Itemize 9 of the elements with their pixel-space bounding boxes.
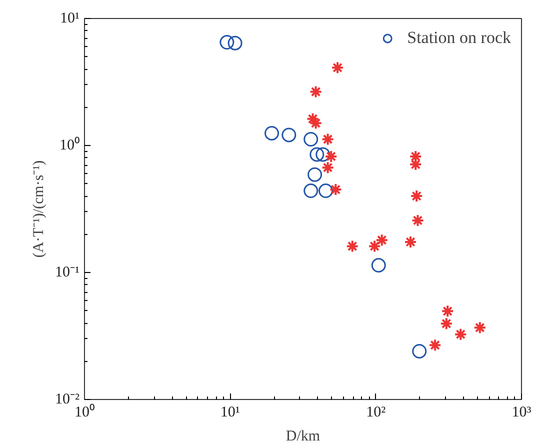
- y-axis-title: (A·T⁻¹)/(cm·s⁻¹): [31, 160, 48, 258]
- x-tick-label: 10¹: [220, 404, 240, 420]
- x-tick-label: 10³: [512, 404, 532, 420]
- y-tick-label: 10⁻¹: [55, 264, 80, 280]
- x-tick-label: 10²: [366, 404, 386, 420]
- legend-label: Station on rock: [407, 28, 511, 48]
- y-tick-label: 10¹: [60, 10, 80, 26]
- x-axis-title: D/km: [286, 428, 320, 444]
- y-tick-label: 10⁰: [60, 136, 80, 154]
